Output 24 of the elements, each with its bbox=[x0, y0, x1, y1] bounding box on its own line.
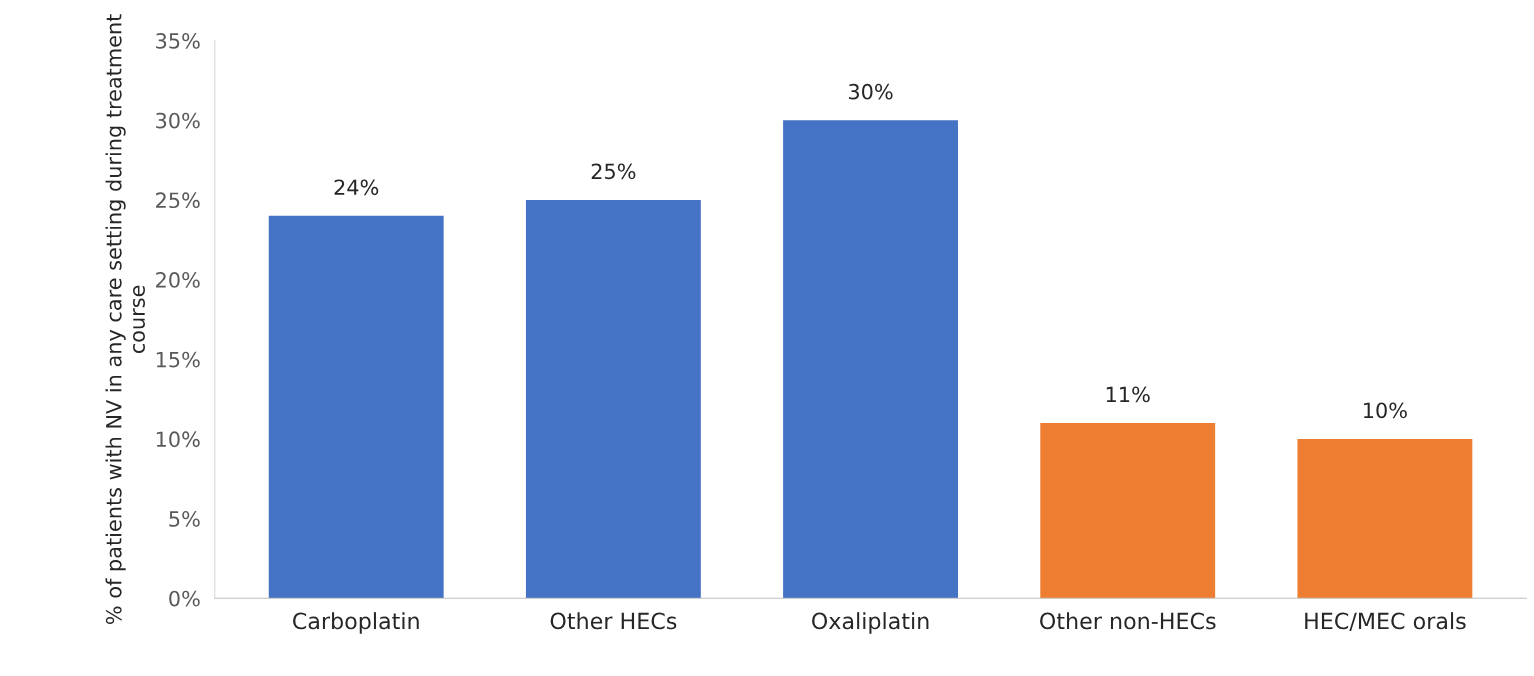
bar bbox=[1040, 422, 1216, 599]
y-tick-label: 15% bbox=[156, 351, 200, 368]
y-tick-label: 0% bbox=[169, 590, 200, 607]
bar bbox=[268, 215, 444, 599]
data-label: 11% bbox=[1106, 386, 1150, 403]
y-tick-label: 35% bbox=[156, 33, 200, 49]
bar bbox=[525, 199, 701, 599]
data-label: 30% bbox=[848, 83, 893, 100]
y-tick-label: 10% bbox=[156, 431, 200, 448]
x-tick-label: Other HECs bbox=[550, 612, 677, 630]
y-tick-label: 25% bbox=[156, 192, 200, 209]
bar bbox=[1297, 438, 1473, 599]
data-label: 25% bbox=[591, 163, 636, 180]
x-tick-label: HEC/MEC orals bbox=[1305, 612, 1466, 632]
y-tick-label: 5% bbox=[169, 511, 200, 527]
y-tick-label: 30% bbox=[156, 112, 200, 129]
y-tick-label: 20% bbox=[156, 272, 200, 288]
x-tick-label: Oxaliplatin bbox=[812, 612, 929, 634]
y-axis-title: % of patients with NV in any care setting during treatment course bbox=[105, 14, 145, 624]
data-label: 24% bbox=[334, 179, 379, 196]
bar bbox=[783, 120, 958, 599]
x-tick-label: Other non-HECs bbox=[1040, 612, 1216, 630]
x-tick-label: Carboplatin bbox=[293, 612, 419, 634]
data-label: 10% bbox=[1364, 402, 1407, 419]
